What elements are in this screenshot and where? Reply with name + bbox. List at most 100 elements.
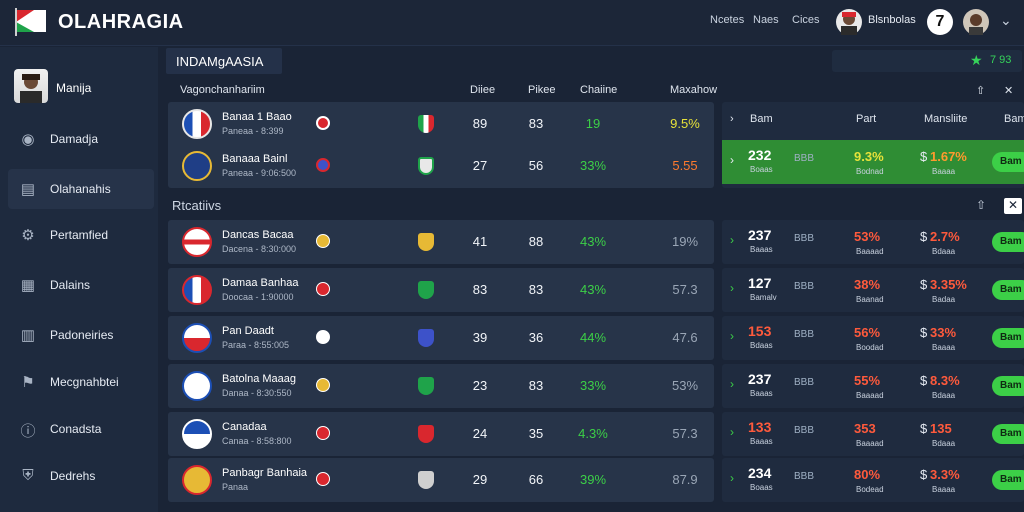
cell-value: 39 [472, 330, 488, 345]
nav-link-1[interactable]: Ncetes [710, 14, 745, 26]
right-column-3[interactable]: Mansliite [924, 113, 968, 125]
bet-button[interactable]: Bam [992, 470, 1024, 490]
close-icon[interactable]: ✕ [1004, 85, 1014, 97]
odds-row[interactable] [722, 102, 1024, 142]
odds-row-panel [722, 268, 1024, 312]
odds-amount-sub: Badaa [932, 295, 956, 304]
chevron-down-icon[interactable]: ⌄ [1000, 12, 1012, 28]
chart-icon: ▥ [20, 327, 36, 344]
bet-button[interactable]: Bam [992, 232, 1024, 252]
odds-percent-sub: Baanad [856, 295, 884, 304]
odds-small: BBB [794, 281, 815, 292]
table-row[interactable]: Damaa Banhaa Doocaa - 1:90000 83 83 43% 57.3 [168, 268, 714, 312]
cell-percent: 19 [585, 116, 601, 131]
table-row[interactable]: Pan Daadt Paraa - 8:55:005 39 36 44% 47.6 [168, 316, 714, 360]
bet-button[interactable]: Bam [992, 424, 1024, 444]
cell-percent: 57.3 [672, 282, 698, 297]
sidebar-item-6[interactable]: ⚑ Mecgnahbtei [8, 362, 154, 402]
team-sub: Canaa - 8:58:800 [222, 436, 292, 446]
sidebar-item-8[interactable]: ⛨ Dedrehs [8, 456, 154, 496]
shield-icon [418, 377, 434, 395]
sidebar-item-label: Conadsta [50, 422, 102, 436]
sidebar-item-7[interactable]: ⓘ Conadsta [8, 409, 154, 449]
table-row[interactable]: Banaa 1 Baao Paneaa - 8:399 89 83 19 9.5… [168, 102, 714, 146]
shield-icon [418, 329, 434, 347]
nav-link-3[interactable]: Cices [792, 14, 820, 26]
collapse-icon[interactable]: ⇧ [976, 85, 986, 97]
cell-value: 89 [472, 116, 488, 131]
sidebar-item-1[interactable]: ◉ Damadja [8, 119, 154, 159]
club-logo-icon [316, 378, 330, 392]
shield-icon: ⛨ [22, 467, 34, 484]
odds-row-panel [722, 458, 1024, 502]
odds-value: 127 [748, 275, 772, 291]
odds-row[interactable]: › 234 Boaas BBB 80% Bodead $3.3% Baaaa Bam [722, 458, 1024, 502]
nav-link-2[interactable]: Naes [753, 14, 779, 26]
team-name: Dancas Bacaa [222, 229, 294, 241]
page-title-tab[interactable]: INDAMgAASIA [166, 48, 282, 74]
odds-amount: 3.3% [930, 467, 960, 482]
team-badge-icon [182, 371, 212, 401]
odds-row-highlighted[interactable]: › 232 Boaas BBB 9.3% Bodnad $ 1.67% Baaa… [722, 140, 1024, 184]
bet-button[interactable]: Bam [992, 376, 1024, 396]
column-header-1[interactable]: Diiee [470, 84, 496, 96]
avatar [14, 69, 48, 103]
cell-percent: 33% [579, 378, 607, 393]
chevron-right-icon: › [730, 329, 734, 343]
user-name[interactable]: Blsnbolas [868, 14, 916, 26]
table-row[interactable]: Panbagr Banhaia Panaa 29 66 39% 87.9 [168, 458, 714, 502]
team-name: Batolna Maaag [222, 373, 296, 385]
column-header-2[interactable]: Pikee [528, 84, 556, 96]
column-header-4[interactable]: Maxahow [670, 84, 718, 96]
table-row[interactable]: Dancas Bacaa Dacena - 8:30:000 41 88 43% 19% [168, 220, 714, 264]
odds-row[interactable]: › 127 Bamalv BBB 38% Baanad $3.35% Badaa Bam [722, 268, 1024, 312]
right-column-4[interactable]: Bam [1004, 113, 1024, 125]
odds-amount-sub: Bdaaa [932, 391, 956, 400]
column-header-team[interactable]: Vagonchanhariim [180, 84, 265, 96]
odds-value: 234 [748, 465, 772, 481]
right-column-1[interactable]: Bam [750, 113, 773, 125]
odds-row[interactable]: › 133 Baaas BBB 353 Baaaad $135 Bdaaa Bam [722, 412, 1024, 456]
team-sub: Paneaa - 9:06:500 [222, 168, 297, 178]
user-avatar[interactable] [836, 9, 862, 35]
shield-icon [418, 233, 434, 251]
notification-badge[interactable]: 7 [927, 9, 953, 35]
right-column-2[interactable]: Part [856, 113, 877, 125]
cell-value: 23 [472, 378, 488, 393]
odds-sub: Bamalv [750, 293, 777, 302]
table-row[interactable]: Banaaa Bainl Paneaa - 9:06:500 27 56 33%… [168, 144, 714, 188]
odds-row[interactable]: › 237 Baaas BBB 55% Baaaad $8.3% Bdaaa Bam [722, 364, 1024, 408]
odds-row[interactable]: › 153 Bdaas BBB 56% Boodad $33% Baaaa Bam [722, 316, 1024, 360]
sidebar-item-5[interactable]: ▥ Padoneiries [8, 315, 154, 355]
sidebar-item-4[interactable]: ▦ Dalains [8, 265, 154, 305]
odds-amount: 135 [930, 421, 952, 436]
close-icon[interactable]: ✕ [1004, 198, 1022, 214]
team-sub: Paneaa - 8:399 [222, 126, 284, 136]
odds-small: BBB [794, 153, 815, 164]
sidebar-item-3[interactable]: ⚙ Pertamfied [8, 215, 154, 255]
helmet-icon: ◉ [21, 131, 35, 148]
club-logo-icon [316, 426, 330, 440]
bet-button[interactable]: Bam [992, 152, 1024, 172]
team-badge-icon [182, 227, 212, 257]
collapse-icon[interactable]: ⇧ [976, 198, 987, 212]
profile-avatar[interactable] [963, 9, 989, 35]
team-badge-icon [182, 109, 212, 139]
sidebar: Manija ◉ Damadja ▤ Olahanahis ⚙ Pertamfi… [0, 47, 158, 512]
building-icon: ▦ [20, 277, 36, 294]
odds-row[interactable]: › 237 Baaas BBB 53% Baaaad $2.7% Bdaaa Bam [722, 220, 1024, 264]
club-logo-icon [316, 472, 330, 486]
page-title: INDAMgAASIA [176, 54, 264, 69]
dollar-icon: $ [920, 149, 928, 164]
bet-button[interactable]: Bam [992, 328, 1024, 348]
sidebar-item-2[interactable]: ▤ Olahanahis [8, 169, 154, 209]
shield-icon [418, 471, 434, 489]
sidebar-item-label: Olahanahis [50, 182, 111, 196]
table-row[interactable]: Batolna Maaag Danaa - 8:30:550 23 83 33% 53% [168, 364, 714, 408]
column-header-3[interactable]: Chaiine [580, 84, 618, 96]
chevron-right-icon: › [730, 233, 734, 247]
bet-button[interactable]: Bam [992, 280, 1024, 300]
chevron-right-icon: › [730, 377, 734, 391]
table-row[interactable]: Canadaa Canaa - 8:58:800 24 35 4.3% 57.3 [168, 412, 714, 456]
match-row-panel [168, 220, 714, 264]
